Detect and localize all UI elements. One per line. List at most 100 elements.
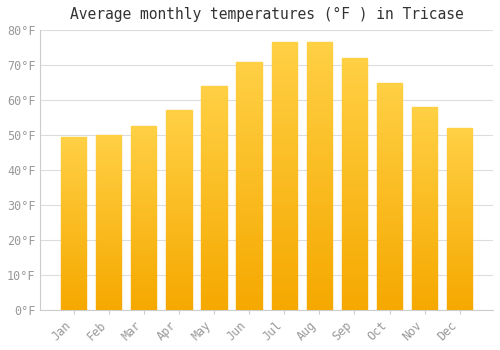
Bar	[447, 255, 472, 259]
Bar	[166, 242, 192, 246]
Bar	[377, 210, 402, 214]
Bar	[342, 259, 367, 264]
Bar	[377, 178, 402, 182]
Bar	[202, 162, 226, 167]
Bar	[202, 126, 226, 131]
Bar	[272, 272, 297, 278]
Bar	[272, 192, 297, 197]
Bar	[342, 78, 367, 83]
Bar	[306, 53, 332, 58]
Bar	[412, 180, 438, 184]
Bar	[236, 245, 262, 250]
Bar	[377, 219, 402, 223]
Bar	[96, 135, 122, 139]
Bar	[236, 121, 262, 126]
Bar	[166, 306, 192, 310]
Bar	[306, 203, 332, 208]
Bar	[96, 292, 122, 296]
Bar	[202, 229, 226, 234]
Bar	[61, 251, 86, 254]
Bar	[306, 64, 332, 69]
Bar	[166, 154, 192, 158]
Bar	[236, 131, 262, 136]
Bar	[96, 201, 122, 205]
Bar	[412, 147, 438, 152]
Bar	[447, 150, 472, 153]
Bar	[342, 239, 367, 244]
Bar	[412, 176, 438, 180]
Title: Average monthly temperatures (°F ) in Tricase: Average monthly temperatures (°F ) in Tr…	[70, 7, 464, 22]
Bar	[236, 220, 262, 225]
Bar	[202, 216, 226, 220]
Bar	[447, 215, 472, 219]
Bar	[131, 247, 156, 251]
Bar	[61, 164, 86, 168]
Bar	[412, 172, 438, 176]
Bar	[412, 273, 438, 277]
Bar	[61, 140, 86, 143]
Bar	[202, 296, 226, 301]
Bar	[412, 139, 438, 144]
Bar	[61, 261, 86, 265]
Bar	[342, 139, 367, 143]
Bar	[166, 186, 192, 190]
Bar	[131, 148, 156, 152]
Bar	[96, 289, 122, 292]
Bar	[131, 258, 156, 262]
Bar	[131, 225, 156, 229]
Bar	[96, 240, 122, 243]
Bar	[96, 139, 122, 142]
Bar	[166, 182, 192, 186]
Bar	[377, 196, 402, 201]
Bar	[377, 83, 402, 310]
Bar	[202, 144, 226, 149]
Bar	[61, 237, 86, 240]
Bar	[202, 252, 226, 256]
Bar	[306, 272, 332, 278]
Bar	[202, 247, 226, 252]
Bar	[342, 58, 367, 63]
Bar	[202, 265, 226, 270]
Bar	[61, 185, 86, 189]
Bar	[342, 128, 367, 134]
Bar	[96, 215, 122, 219]
Bar	[272, 96, 297, 101]
Bar	[447, 295, 472, 299]
Bar	[96, 208, 122, 212]
Bar	[131, 233, 156, 236]
Bar	[202, 171, 226, 175]
Bar	[96, 149, 122, 152]
Bar	[342, 270, 367, 274]
Bar	[166, 194, 192, 198]
Bar	[96, 170, 122, 173]
Bar	[96, 198, 122, 201]
Bar	[447, 288, 472, 292]
Bar	[131, 152, 156, 155]
Bar	[236, 270, 262, 275]
Bar	[236, 106, 262, 111]
Bar	[131, 273, 156, 277]
Bar	[377, 232, 402, 237]
Bar	[272, 144, 297, 149]
Bar	[412, 160, 438, 164]
Bar	[61, 275, 86, 279]
Bar	[447, 201, 472, 204]
Bar	[377, 205, 402, 210]
Bar	[202, 113, 226, 117]
Bar	[61, 244, 86, 247]
Bar	[272, 80, 297, 85]
Bar	[447, 168, 472, 172]
Bar	[61, 258, 86, 261]
Bar	[166, 286, 192, 290]
Bar	[447, 223, 472, 226]
Bar	[96, 278, 122, 282]
Bar	[377, 137, 402, 142]
Bar	[342, 199, 367, 204]
Bar	[377, 301, 402, 305]
Bar	[272, 181, 297, 187]
Bar	[306, 240, 332, 246]
Bar	[61, 296, 86, 299]
Bar	[131, 130, 156, 134]
Bar	[447, 306, 472, 310]
Bar	[342, 58, 367, 310]
